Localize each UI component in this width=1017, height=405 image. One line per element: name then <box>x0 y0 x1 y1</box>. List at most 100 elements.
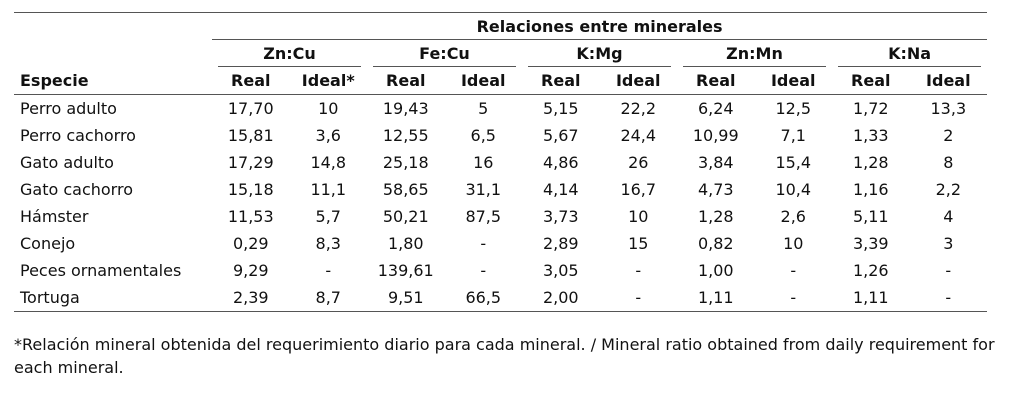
species-cell: Gato cachorro <box>20 180 133 199</box>
value-cell: 24,4 <box>620 126 657 145</box>
value-cell: 1,11 <box>697 288 734 307</box>
column-header: Ideal* <box>289 67 367 95</box>
species-cell: Hámster <box>20 207 89 226</box>
value-cell: 2,6 <box>780 207 806 226</box>
group-header: Relaciones entre minerales <box>212 13 988 41</box>
value-cell: 8 <box>943 153 954 172</box>
value-cell: 7,1 <box>780 126 806 145</box>
value-cell: 50,21 <box>382 207 429 226</box>
value-cell: 14,8 <box>310 153 347 172</box>
value-cell: 19,43 <box>382 99 429 118</box>
value-cell: 2,00 <box>542 288 579 307</box>
table-row: Gato cachorro 15,18 11,1 58,65 31,1 4,14 16,7 4… <box>14 176 987 203</box>
value-cell: 31,1 <box>465 180 502 199</box>
value-cell: 4,73 <box>697 180 734 199</box>
value-cell: 22,2 <box>620 99 657 118</box>
group-header-text: Relaciones entre minerales <box>212 14 988 40</box>
value-cell: 12,5 <box>775 99 812 118</box>
pair-name: Fe:Cu <box>373 41 516 67</box>
value-cell: 1,16 <box>852 180 889 199</box>
value-cell: 8,7 <box>315 288 341 307</box>
species-cell: Peces ornamentales <box>20 261 182 280</box>
table-row: Perro cachorro 15,81 3,6 12,55 6,5 5,67 24,4 10… <box>14 122 987 149</box>
value-cell: - <box>480 261 487 280</box>
value-cell: 15,4 <box>775 153 812 172</box>
value-cell: 13,3 <box>930 99 967 118</box>
value-cell: 3,84 <box>697 153 734 172</box>
minerals-table: Relaciones entre minerales Zn:Cu Fe:Cu K:M… <box>14 12 988 312</box>
empty-cell <box>14 40 212 67</box>
species-cell: Perro adulto <box>20 99 117 118</box>
value-cell: 8,3 <box>315 234 341 253</box>
value-cell: 2,2 <box>935 180 962 199</box>
value-cell: 2 <box>943 126 954 145</box>
value-cell: 139,61 <box>377 261 434 280</box>
value-cell: 2,89 <box>542 234 579 253</box>
value-cell: 58,65 <box>382 180 429 199</box>
pair-header: Zn:Cu <box>212 40 367 67</box>
value-cell: 0,29 <box>232 234 269 253</box>
value-cell: 9,51 <box>387 288 424 307</box>
value-cell: 5 <box>478 99 489 118</box>
value-cell: - <box>790 288 797 307</box>
value-cell: 3,05 <box>542 261 579 280</box>
value-cell: 1,80 <box>387 234 424 253</box>
value-cell: 16 <box>473 153 494 172</box>
table-row: Tortuga 2,39 8,7 9,51 66,5 2,00 - 1,11 - 1,11 - <box>14 284 987 312</box>
value-cell: 25,18 <box>382 153 429 172</box>
table-body: Perro adulto 17,70 10 19,43 5 5,15 22,2 6,24 12,… <box>14 95 987 312</box>
value-cell: 3,73 <box>542 207 579 226</box>
value-cell: 2,39 <box>232 288 269 307</box>
value-cell: - <box>790 261 797 280</box>
value-cell: 1,28 <box>852 153 889 172</box>
empty-cell <box>14 13 212 41</box>
value-cell: 3 <box>943 234 954 253</box>
value-cell: 10 <box>318 99 339 118</box>
value-cell: - <box>635 261 642 280</box>
value-cell: 15,81 <box>227 126 274 145</box>
value-cell: 1,26 <box>852 261 889 280</box>
pair-header: Zn:Mn <box>677 40 832 67</box>
value-cell: 3,6 <box>315 126 341 145</box>
table-row: Hámster 11,53 5,7 50,21 87,5 3,73 10 1,28 2,6 5,1… <box>14 203 987 230</box>
column-header: Ideal <box>754 67 832 95</box>
value-cell: 6,24 <box>697 99 734 118</box>
pair-header: Fe:Cu <box>367 40 522 67</box>
value-cell: 1,00 <box>697 261 734 280</box>
species-cell: Tortuga <box>20 288 80 307</box>
table-row: Perro adulto 17,70 10 19,43 5 5,15 22,2 6,24 12,… <box>14 95 987 123</box>
column-header: Real <box>677 67 755 95</box>
table-row: Peces ornamentales 9,29 - 139,61 - 3,05 - 1,00 -… <box>14 257 987 284</box>
value-cell: 1,72 <box>852 99 889 118</box>
table-row: Conejo 0,29 8,3 1,80 - 2,89 15 0,82 10 3,39 3 <box>14 230 987 257</box>
value-cell: 5,7 <box>315 207 341 226</box>
value-cell: 26 <box>628 153 649 172</box>
table-row: Gato adulto 17,29 14,8 25,18 16 4,86 26 3,84 15,… <box>14 149 987 176</box>
value-cell: 66,5 <box>465 288 502 307</box>
pair-name: Zn:Mn <box>683 41 826 67</box>
column-header: Real <box>522 67 600 95</box>
value-cell: 5,67 <box>542 126 579 145</box>
value-cell: 10 <box>628 207 649 226</box>
value-cell: 87,5 <box>465 207 502 226</box>
value-cell: 12,55 <box>382 126 429 145</box>
value-cell: - <box>945 288 952 307</box>
value-cell: 4 <box>943 207 954 226</box>
value-cell: 6,5 <box>470 126 496 145</box>
column-header: Ideal <box>444 67 522 95</box>
value-cell: 4,14 <box>542 180 579 199</box>
value-cell: 10 <box>783 234 804 253</box>
value-cell: 17,70 <box>227 99 274 118</box>
value-cell: 1,11 <box>852 288 889 307</box>
value-cell: - <box>480 234 487 253</box>
value-cell: 15 <box>628 234 649 253</box>
value-cell: - <box>945 261 952 280</box>
value-cell: 17,29 <box>227 153 274 172</box>
species-cell: Gato adulto <box>20 153 114 172</box>
value-cell: 11,1 <box>310 180 347 199</box>
value-cell: 15,18 <box>227 180 274 199</box>
species-cell: Perro cachorro <box>20 126 136 145</box>
value-cell: - <box>325 261 332 280</box>
pair-header: K:Na <box>832 40 987 67</box>
